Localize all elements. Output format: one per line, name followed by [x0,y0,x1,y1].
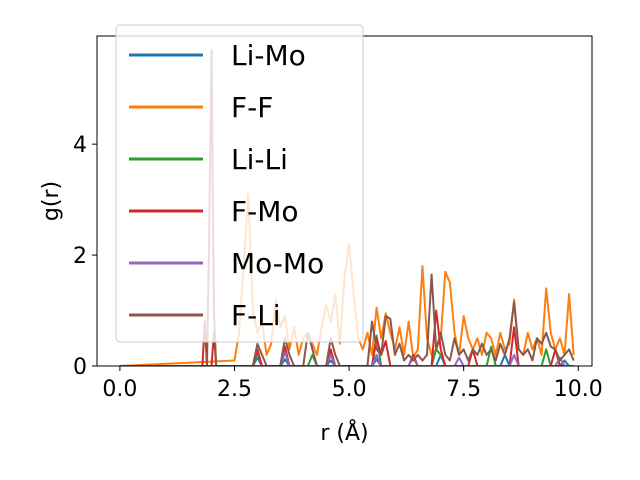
series-line-f-mo [119,309,574,366]
legend-label: F-F [231,91,273,124]
legend-label: Mo-Mo [231,247,324,280]
legend: Li-Mo F-F Li-Li F-Mo Mo-Mo F-Li [115,24,364,343]
series-line-li-mo [119,353,574,366]
legend-label: Li-Li [231,143,288,176]
x-tick-label: 7.5 [446,377,481,402]
legend-box [115,24,364,343]
y-axis: 0 2 4 [73,133,97,380]
y-tick-label: 2 [73,244,87,269]
legend-label: F-Mo [231,195,299,228]
x-tick-label: 5.0 [332,377,367,402]
y-tick-label: 4 [73,133,87,158]
x-tick-label: 0.0 [102,377,137,402]
x-axis-label: r (Å) [320,419,368,446]
y-axis-label: g(r) [39,181,64,221]
legend-label: Li-Mo [231,39,306,72]
series-line-mo-mo [119,351,574,366]
legend-label: F-Li [231,299,281,332]
x-tick-label: 2.5 [217,377,252,402]
x-tick-label: 10.0 [554,377,603,402]
x-axis: 0.0 2.5 5.0 7.5 10.0 [102,366,603,402]
y-tick-label: 0 [73,355,87,380]
